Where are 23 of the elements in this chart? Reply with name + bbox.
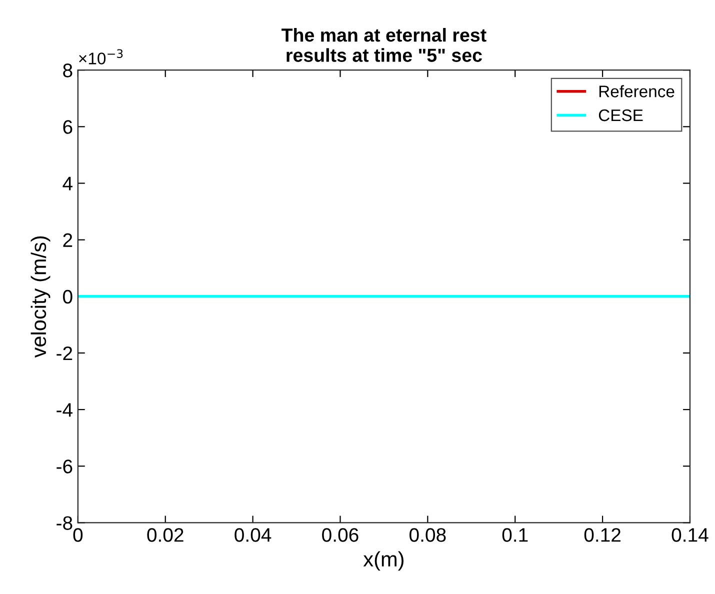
y-tick-label: -4 [56,403,73,417]
y-tick-label: 6 [63,120,72,134]
x-tick-label: 0.12 [584,528,620,542]
y-tick-label: 4 [62,176,73,190]
y-tick-label: 2 [63,233,72,247]
y-tick-label: -6 [56,460,72,474]
x-axis-title: x(m) [363,551,404,571]
x-tick-label: 0.08 [410,528,446,542]
y-axis-title: velocity (m/s) [30,236,50,358]
chart-title: The man at eternal rest results at time "5" sec [282,28,486,62]
y-tick-label: 8 [63,64,72,78]
text: ×10$^{−3}$ [79,49,123,64]
x-tick-label: 0.04 [234,528,272,542]
x-tick-label: 0.02 [147,528,184,542]
x-tick-label: 0.06 [322,528,358,542]
y-tick-label: -2 [56,346,72,360]
x-tick-label: 0 [73,528,83,542]
y-tick-label: -8 [56,516,72,530]
legend-label: Reference [599,85,674,98]
x-tick-label: 0.14 [672,528,708,542]
x-tick-label: 0.1 [502,528,528,542]
legend-label: CESE [598,109,643,122]
y-tick-label: 0 [63,290,72,304]
